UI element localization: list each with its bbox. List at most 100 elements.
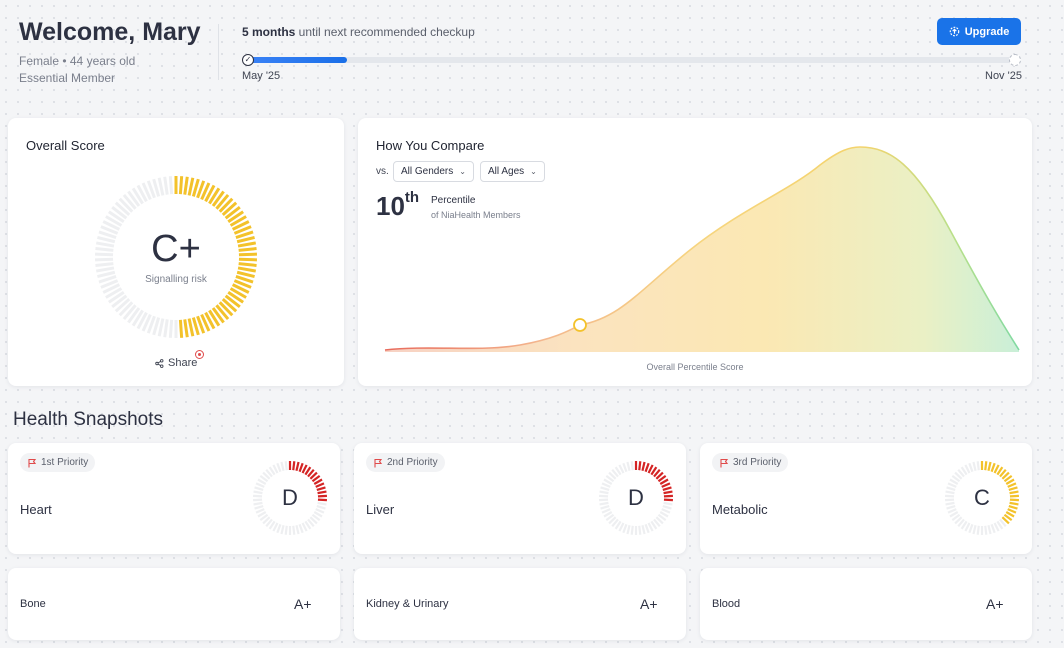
ring-tick	[951, 475, 961, 483]
ring-tick	[257, 511, 267, 518]
ring-tick	[990, 462, 996, 473]
snapshot-card-heart[interactable]: 1st Priority Heart D	[8, 443, 340, 554]
snapshot-name: Metabolic	[712, 502, 768, 517]
ring-tick	[1005, 511, 1015, 518]
vs-label: vs.	[376, 166, 389, 177]
snapshot-score-ring	[944, 461, 1020, 535]
upgrade-label: Upgrade	[964, 25, 1010, 38]
ring-tick	[229, 215, 247, 227]
ring-tick	[224, 205, 241, 220]
ring-tick	[598, 498, 609, 502]
ring-tick	[976, 525, 980, 535]
ring-tick	[996, 520, 1004, 530]
ring-tick	[622, 462, 628, 473]
upgrade-button[interactable]: Upgrade	[937, 18, 1021, 45]
age-filter-select[interactable]: All Ages ⌄	[480, 161, 545, 182]
ring-tick	[601, 482, 611, 488]
ring-tick	[949, 511, 959, 518]
ring-tick	[641, 524, 646, 535]
overall-score-ring	[94, 176, 258, 338]
ring-tick	[984, 461, 988, 471]
ring-tick	[235, 230, 254, 239]
ring-tick	[152, 317, 161, 336]
ring-tick	[163, 319, 169, 338]
overall-score-card: Overall Score C+ Signalling risk Share	[8, 118, 344, 386]
ring-tick	[987, 461, 992, 472]
ring-tick	[196, 180, 206, 199]
ring-tick	[114, 201, 131, 216]
ring-tick	[315, 508, 325, 514]
snapshot-score-ring	[598, 461, 674, 535]
ring-tick	[208, 187, 221, 205]
snapshot-card-metabolic[interactable]: 3rd Priority Metabolic C	[700, 443, 1032, 554]
ring-tick	[630, 461, 634, 471]
snapshot-grade: D	[628, 485, 644, 510]
ring-tick	[100, 279, 119, 289]
ring-tick	[235, 275, 254, 284]
end-date: Nov '25	[985, 70, 1022, 82]
ring-tick	[317, 501, 327, 506]
snapshot-card-blood[interactable]: Blood A+	[700, 568, 1032, 640]
ring-tick	[663, 490, 673, 495]
ring-tick	[252, 498, 263, 502]
x-axis-label: Overall Percentile Score	[646, 362, 744, 372]
snapshot-name: Liver	[366, 502, 395, 517]
ring-tick	[638, 461, 642, 471]
snapshot-card-bone[interactable]: Bone A+	[8, 568, 340, 640]
ring-tick	[599, 490, 609, 495]
ring-tick	[114, 298, 131, 313]
ring-tick	[284, 461, 288, 471]
ring-tick	[957, 468, 965, 478]
ring-tick	[146, 315, 156, 334]
ring-tick	[97, 270, 116, 279]
ring-tick	[98, 275, 117, 284]
ring-tick	[94, 252, 114, 257]
ring-tick	[972, 524, 977, 535]
ring-tick	[614, 520, 622, 530]
ring-tick	[605, 513, 615, 521]
priority-label: 2nd Priority	[387, 457, 438, 468]
ring-tick	[984, 525, 988, 535]
ring-tick	[641, 461, 646, 472]
ring-tick	[313, 478, 323, 485]
ring-tick	[309, 471, 318, 480]
gender-filter-select[interactable]: All Genders ⌄	[393, 161, 474, 182]
ring-tick	[141, 313, 152, 332]
ring-tick	[599, 501, 609, 506]
ring-tick	[954, 516, 963, 525]
snapshot-card-liver[interactable]: 2nd Priority Liver D	[354, 443, 686, 554]
ring-tick	[238, 252, 258, 257]
ring-tick	[301, 522, 308, 532]
ring-tick	[295, 461, 300, 472]
ring-tick	[98, 230, 117, 239]
ring-tick	[946, 504, 956, 510]
ring-tick	[265, 468, 273, 478]
ring-tick	[183, 176, 189, 195]
ring-tick	[661, 482, 671, 488]
checkup-text: 5 months until next recommended checkup	[242, 25, 475, 39]
ring-tick	[276, 462, 282, 473]
ring-tick	[131, 187, 144, 205]
ring-tick	[987, 524, 992, 535]
ring-tick	[276, 523, 282, 534]
ring-tick	[657, 475, 667, 483]
share-button[interactable]: Share	[155, 357, 197, 369]
ring-tick	[238, 262, 257, 267]
ring-tick	[655, 471, 664, 480]
ring-tick	[949, 478, 959, 485]
snapshot-grade: C	[974, 485, 990, 510]
ring-tick	[1005, 478, 1015, 485]
ring-tick	[187, 318, 195, 337]
ring-tick	[298, 523, 304, 534]
ring-tick	[178, 176, 184, 195]
ring-tick	[968, 462, 974, 473]
snapshot-name: Kidney & Urinary	[366, 598, 449, 610]
ring-tick	[215, 304, 230, 321]
ring-tick	[1008, 504, 1018, 510]
ring-tick	[608, 516, 617, 525]
share-icon	[155, 358, 164, 368]
ring-tick	[601, 508, 611, 514]
priority-label: 3rd Priority	[733, 457, 782, 468]
ring-tick	[662, 486, 672, 492]
snapshot-card-kidney-urinary[interactable]: Kidney & Urinary A+	[354, 568, 686, 640]
